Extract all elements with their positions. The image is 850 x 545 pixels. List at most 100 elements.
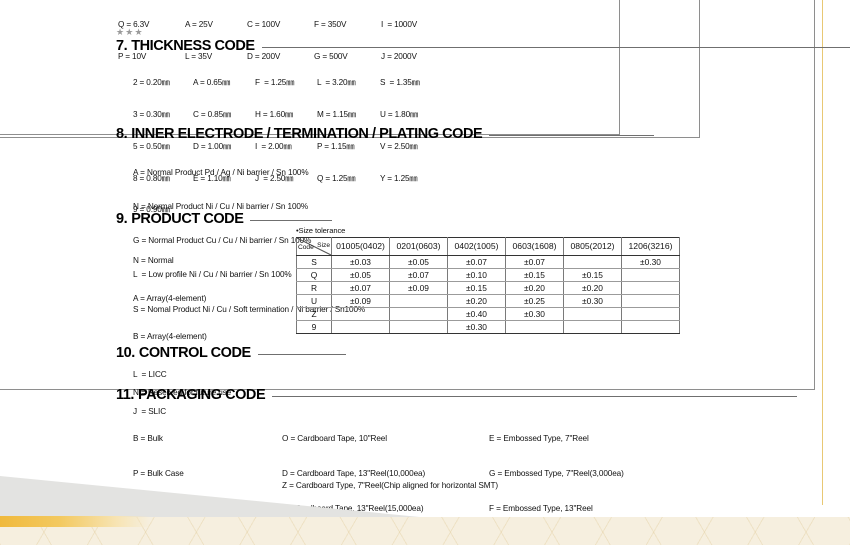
tolerance-cell: ±0.10	[447, 268, 506, 282]
tolerance-cell: ±0.07	[389, 268, 448, 282]
voltage-code-cell: J = 2000V	[381, 51, 417, 61]
thickness-code-cell: J = 2.50㎜	[255, 173, 294, 183]
table-column-header: 01005(0402)	[331, 237, 390, 256]
list-item: N = Normal	[133, 256, 174, 266]
tolerance-cell	[505, 320, 564, 334]
tolerance-cell: ±0.25	[505, 294, 564, 308]
voltage-code-cell: F = 350V	[314, 20, 347, 30]
voltage-code-row: P = 10V L = 35V D = 200V G = 500V J = 20…	[118, 52, 451, 63]
section-rule	[250, 219, 333, 221]
section-number: 7.	[116, 38, 128, 54]
thickness-code-cell: L = 3.20㎜	[317, 78, 356, 88]
table-header-row: Size Code 01005(0402) 0201(0603) 0402(10…	[296, 237, 680, 256]
row-code: S	[296, 255, 332, 269]
table-row: 9 ±0.30	[296, 320, 680, 334]
footer-gold-accent	[0, 516, 150, 527]
tolerance-cell	[621, 307, 680, 321]
row-code: Q	[296, 268, 332, 282]
tolerance-cell	[331, 307, 390, 321]
section-heading-product: 9. PRODUCT CODE	[116, 211, 333, 227]
row-code: 9	[296, 320, 332, 334]
list-item: Z = Cardboard Type, 7"Reel(Chip aligned …	[282, 480, 498, 490]
thickness-code-cell: P = 1.15㎜	[317, 141, 355, 151]
thickness-code-cell: V = 2.50㎜	[380, 141, 418, 151]
list-item: N = Reserved for future use	[133, 387, 232, 397]
section-rule	[261, 46, 850, 48]
section-title: PRODUCT CODE	[131, 211, 244, 227]
section-heading-inner-electrode: 8. INNER ELECTRODE / TERMINATION / PLATI…	[116, 126, 655, 142]
list-item: P = Bulk Case	[133, 468, 184, 478]
section-number: 8.	[116, 126, 128, 142]
corner-label-size: Size	[317, 242, 330, 249]
tolerance-cell: ±0.05	[331, 268, 390, 282]
list-item: F = Embossed Type, 13"Reel	[489, 504, 593, 514]
voltage-code-cell: I = 1000V	[381, 20, 418, 30]
tolerance-cell: ±0.15	[563, 268, 622, 282]
tolerance-cell: ±0.05	[389, 255, 448, 269]
tolerance-cell	[621, 294, 680, 308]
section-rule	[489, 134, 655, 136]
voltage-code-cell: P = 10V	[118, 51, 147, 61]
thickness-code-cell: E = 1.10㎜	[193, 173, 231, 183]
thickness-code-cell: S = 1.35㎜	[380, 78, 420, 88]
thickness-code-cell: Q = 1.25㎜	[317, 173, 356, 183]
list-item: J = SLIC	[133, 407, 167, 417]
thickness-code-cell: D = 1.00㎜	[193, 141, 232, 151]
row-code: U	[296, 294, 332, 308]
tolerance-cell: ±0.20	[563, 281, 622, 295]
tolerance-cell: ±0.07	[331, 281, 390, 295]
table-corner-cell: Size Code	[296, 237, 332, 256]
list-item: N = Normal Product Ni / Cu / Ni barrier …	[133, 202, 309, 212]
size-tolerance-table-wrap: •Size tolerance Size Code 01005(0402) 02…	[296, 226, 680, 334]
footer-pattern-band	[0, 517, 850, 545]
thickness-code-cell: I = 2.00㎜	[255, 141, 292, 151]
table-row: U ±0.09 ±0.20 ±0.25 ±0.30	[296, 294, 680, 308]
table-row: R ±0.07 ±0.09 ±0.15 ±0.20 ±0.20	[296, 281, 680, 295]
tolerance-cell: ±0.20	[505, 281, 564, 295]
thickness-code-cell: 3 = 0.30㎜	[133, 109, 170, 119]
corner-label-code: Code	[298, 244, 314, 251]
section-rule	[272, 395, 798, 397]
list-item: E = Embossed Type, 7"Reel	[489, 433, 589, 443]
list-item: L = LICC	[133, 369, 167, 379]
section-title: INNER ELECTRODE / TERMINATION / PLATING …	[131, 126, 483, 142]
thickness-code-cell: 8 = 0.80㎜	[133, 173, 170, 183]
tolerance-cell: ±0.30	[447, 320, 506, 334]
tolerance-cell: ±0.30	[505, 307, 564, 321]
table-row: Q ±0.05 ±0.07 ±0.10 ±0.15 ±0.15	[296, 268, 680, 282]
section-number: 11.	[116, 387, 135, 403]
thickness-code-row: 9 = 0.90㎜	[133, 205, 440, 216]
control-code-list: N = Reserved for future use	[133, 364, 231, 421]
list-item: G = Embossed Type, 7"Reel(3,000ea)	[489, 468, 624, 478]
section-heading-packaging: 11. PACKAGING CODE	[116, 387, 798, 403]
section-title: THICKNESS CODE	[131, 38, 255, 54]
diagonal-divider-icon	[297, 238, 331, 255]
thickness-code-cell: C = 0.85㎜	[193, 109, 232, 119]
voltage-code-cell: L = 35V	[185, 51, 213, 61]
thickness-code-cell: H = 1.60㎜	[255, 109, 294, 119]
tolerance-cell: ±0.15	[505, 268, 564, 282]
tolerance-cell: ±0.09	[331, 294, 390, 308]
thickness-code-block: 2 = 0.20㎜ A = 0.65㎜ F = 1.25㎜ L = 3.20㎜ …	[133, 57, 440, 237]
tolerance-cell	[621, 281, 680, 295]
thickness-code-cell: M = 1.15㎜	[317, 109, 356, 119]
thickness-code-cell: F = 1.25㎜	[255, 78, 295, 88]
table-column-header: 0603(1608)	[505, 237, 564, 256]
table-column-header: 0805(2012)	[563, 237, 622, 256]
tolerance-cell: ±0.20	[447, 294, 506, 308]
section-title: PACKAGING CODE	[138, 387, 266, 403]
list-item: L = Low profile Ni / Cu / Ni barrier / S…	[133, 270, 292, 280]
list-item: B = Bulk	[133, 433, 163, 443]
table-row: Z ±0.40 ±0.30	[296, 307, 680, 321]
thickness-code-cell: A = 0.65㎜	[193, 78, 231, 88]
tolerance-cell	[621, 320, 680, 334]
thickness-code-row: 3 = 0.30㎜ C = 0.85㎜ H = 1.60㎜ M = 1.15㎜ …	[133, 110, 440, 121]
thickness-code-cell: 2 = 0.20㎜	[133, 78, 170, 88]
product-code-list: N = Normal A = Array(4-element) B = Arra…	[133, 230, 207, 444]
section-rule	[257, 353, 346, 355]
thickness-code-row: 2 = 0.20㎜ A = 0.65㎜ F = 1.25㎜ L = 3.20㎜ …	[133, 78, 440, 89]
thickness-code-cell: Y = 1.25㎜	[380, 173, 418, 183]
tolerance-cell: ±0.09	[389, 281, 448, 295]
table-column-header: 0201(0603)	[389, 237, 448, 256]
